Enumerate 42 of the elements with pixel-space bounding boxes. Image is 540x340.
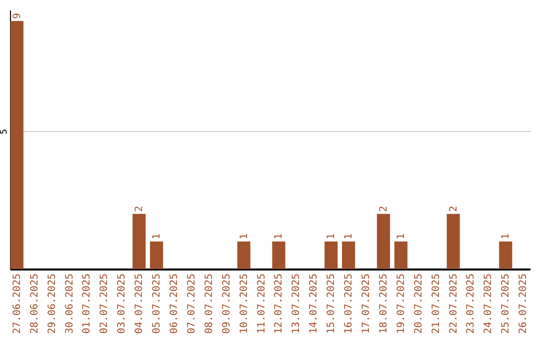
x-tick-label: 13.07.2025 <box>291 274 302 334</box>
x-tick-label: 25.07.2025 <box>500 274 512 334</box>
x-tick-label: 17.07.2025 <box>361 274 372 334</box>
x-tick-label: 21.07.2025 <box>430 274 442 334</box>
data-label: 1 <box>274 233 285 240</box>
data-label: 1 <box>396 233 407 240</box>
x-tick-label: 14.07.2025 <box>308 274 320 334</box>
x-tick-label: 18.07.2025 <box>378 274 390 334</box>
x-tick-label: 26.07.2025 <box>518 274 530 334</box>
x-tick-label: 01.07.2025 <box>82 274 93 334</box>
data-label: 9 <box>12 12 23 20</box>
x-tick-label: 29.06.2025 <box>46 274 58 334</box>
x-tick-label: 08.07.2025 <box>204 274 215 334</box>
data-label: 1 <box>152 233 163 240</box>
data-label: 2 <box>134 206 146 212</box>
y-tick-label: 5 <box>0 129 10 134</box>
x-tick-label: 20.07.2025 <box>413 274 424 334</box>
data-label: 1 <box>326 233 338 240</box>
data-label: 1 <box>238 233 250 240</box>
x-tick-label: 10.07.2025 <box>238 274 250 334</box>
x-tick-label: 04.07.2025 <box>134 274 146 334</box>
x-tick-label: 19.07.2025 <box>396 274 407 334</box>
x-tick-label: 28.06.2025 <box>29 274 40 334</box>
data-label: 1 <box>500 233 512 240</box>
x-tick-label: 11.07.2025 <box>256 274 268 334</box>
x-tick-label: 02.07.2025 <box>99 274 110 334</box>
x-tick-label: 09.07.2025 <box>221 274 232 334</box>
x-tick-label: 07.07.2025 <box>186 274 198 334</box>
x-tick-label: 03.07.2025 <box>116 274 128 334</box>
x-tick-label: 06.07.2025 <box>168 274 180 334</box>
x-tick-label: 24.07.2025 <box>483 274 494 334</box>
data-label: 2 <box>378 206 390 212</box>
data-label: 2 <box>448 206 460 212</box>
x-tick-label: 27.06.2025 <box>12 274 23 334</box>
x-tick-label: 05.07.2025 <box>152 274 163 334</box>
x-tick-label: 15.07.2025 <box>326 274 338 334</box>
data-label: 1 <box>344 233 355 240</box>
x-tick-label: 12.07.2025 <box>274 274 285 334</box>
x-tick-label: 22.07.2025 <box>448 274 460 334</box>
x-tick-label: 23.07.2025 <box>466 274 477 334</box>
x-tick-label: 16.07.2025 <box>344 274 355 334</box>
x-tick-label: 30.06.2025 <box>64 274 76 334</box>
